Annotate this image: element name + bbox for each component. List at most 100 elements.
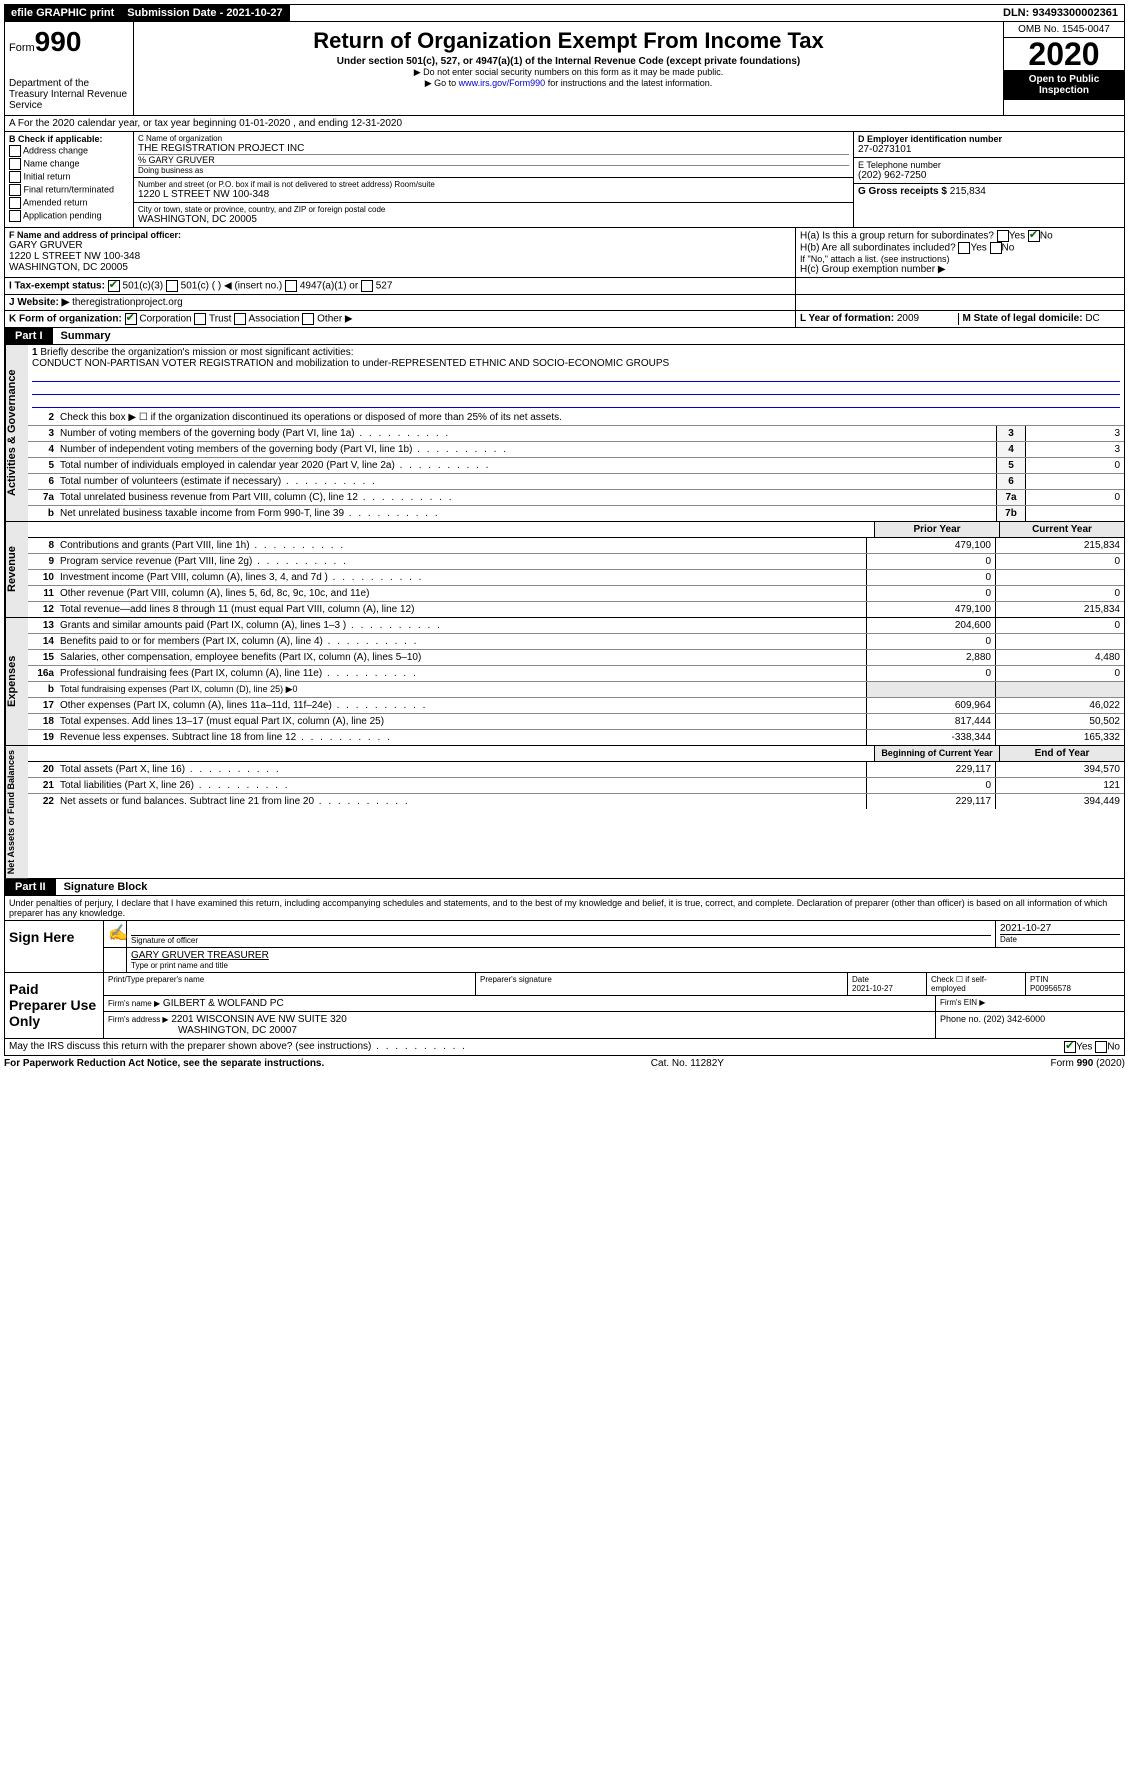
sign-here-label: Sign Here — [5, 921, 104, 972]
line16b: Total fundraising expenses (Part IX, col… — [56, 682, 866, 697]
c17: 46,022 — [995, 698, 1124, 713]
officer-addr1: 1220 L STREET NW 100-348 — [9, 251, 791, 262]
dln: DLN: 93493300002361 — [997, 5, 1124, 21]
line13: Grants and similar amounts paid (Part IX… — [56, 618, 866, 633]
h-a: H(a) Is this a group return for subordin… — [800, 230, 1120, 242]
firm-address: 2201 WISCONSIN AVE NW SUITE 320 — [171, 1014, 346, 1025]
row-i: I Tax-exempt status: 501(c)(3) 501(c) ( … — [4, 278, 1125, 295]
net-assets-section: Net Assets or Fund Balances Beginning of… — [4, 746, 1125, 879]
p12: 479,100 — [866, 602, 995, 617]
chk-527[interactable] — [361, 280, 373, 292]
form-title: Return of Organization Exempt From Incom… — [138, 28, 999, 54]
val3: 3 — [1025, 426, 1124, 441]
irs-link[interactable]: www.irs.gov/Form990 — [459, 78, 546, 88]
discuss-row: May the IRS discuss this return with the… — [4, 1039, 1125, 1056]
prep-name-hdr: Print/Type preparer's name — [104, 973, 476, 995]
signer-name-label: Type or print name and title — [131, 961, 1120, 970]
val7b — [1025, 506, 1124, 521]
line11: Other revenue (Part VIII, column (A), li… — [56, 586, 866, 601]
p19: -338,344 — [866, 730, 995, 745]
chk-other[interactable] — [302, 313, 314, 325]
chk-assoc[interactable] — [234, 313, 246, 325]
chk-4947[interactable] — [285, 280, 297, 292]
state-domicile: DC — [1085, 313, 1099, 324]
phone-label: E Telephone number — [858, 160, 1120, 170]
p18: 817,444 — [866, 714, 995, 729]
paid-preparer-label: Paid Preparer Use Only — [5, 973, 104, 1038]
c15: 4,480 — [995, 650, 1124, 665]
signature-block: Sign Here ✍ Signature of officer 2021-10… — [4, 921, 1125, 1039]
end-year-hdr: End of Year — [999, 746, 1124, 761]
p17: 609,964 — [866, 698, 995, 713]
gross-receipts: G Gross receipts $ 215,834 — [854, 184, 1124, 199]
subtitle-2: ▶ Do not enter social security numbers o… — [138, 67, 999, 78]
line5: Total number of individuals employed in … — [56, 458, 996, 473]
net-assets-label: Net Assets or Fund Balances — [5, 746, 28, 878]
discuss-no[interactable] — [1095, 1041, 1107, 1053]
line8: Contributions and grants (Part VIII, lin… — [56, 538, 866, 553]
p8: 479,100 — [866, 538, 995, 553]
current-year-hdr: Current Year — [999, 522, 1124, 537]
line20: Total assets (Part X, line 16) — [56, 762, 866, 777]
p9: 0 — [866, 554, 995, 569]
website-label: J Website: ▶ — [9, 297, 69, 308]
c11: 0 — [995, 586, 1124, 601]
tax-status-label: I Tax-exempt status: — [9, 281, 105, 292]
val6 — [1025, 474, 1124, 489]
line17: Other expenses (Part IX, column (A), lin… — [56, 698, 866, 713]
line9: Program service revenue (Part VIII, line… — [56, 554, 866, 569]
prep-date-hdr: Date — [852, 975, 869, 984]
penalties-text: Under penalties of perjury, I declare th… — [4, 896, 1125, 921]
ptin-label: PTIN — [1030, 975, 1048, 984]
discuss-text: May the IRS discuss this return with the… — [9, 1041, 1064, 1053]
revenue-section: Revenue Prior YearCurrent Year 8Contribu… — [4, 522, 1125, 618]
ptin-value: P00956578 — [1030, 984, 1071, 993]
chk-trust[interactable] — [194, 313, 206, 325]
row-a: A For the 2020 calendar year, or tax yea… — [4, 116, 1125, 132]
line21: Total liabilities (Part X, line 26) — [56, 778, 866, 793]
chk-amended[interactable]: Amended return — [9, 197, 129, 209]
line15: Salaries, other compensation, employee b… — [56, 650, 866, 665]
p16a: 0 — [866, 666, 995, 681]
chk-501c[interactable] — [166, 280, 178, 292]
year-formation: 2009 — [897, 313, 919, 324]
submission-date: Submission Date - 2021-10-27 — [121, 5, 289, 21]
c20: 394,570 — [995, 762, 1124, 777]
signer-name: GARY GRUVER TREASURER — [131, 950, 1120, 961]
chk-501c3[interactable] — [108, 280, 120, 292]
chk-final[interactable]: Final return/terminated — [9, 184, 129, 196]
row-j: J Website: ▶ theregistrationproject.org — [4, 295, 1125, 311]
chk-initial[interactable]: Initial return — [9, 171, 129, 183]
chk-name[interactable]: Name change — [9, 158, 129, 170]
line12: Total revenue—add lines 8 through 11 (mu… — [56, 602, 866, 617]
c16a: 0 — [995, 666, 1124, 681]
p11: 0 — [866, 586, 995, 601]
chk-pending[interactable]: Application pending — [9, 210, 129, 222]
line14: Benefits paid to or for members (Part IX… — [56, 634, 866, 649]
box-b: B Check if applicable: Address change Na… — [5, 132, 134, 227]
h-b: H(b) Are all subordinates included? Yes … — [800, 242, 1120, 254]
street-address: 1220 L STREET NW 100-348 — [138, 189, 849, 200]
chk-address[interactable]: Address change — [9, 145, 129, 157]
form-header: Form990 Department of the Treasury Inter… — [4, 22, 1125, 116]
self-emp-chk[interactable]: Check ☐ if self-employed — [927, 973, 1026, 995]
h-c: H(c) Group exemption number ▶ — [800, 264, 1120, 275]
paperwork-notice: For Paperwork Reduction Act Notice, see … — [4, 1058, 324, 1069]
val5: 0 — [1025, 458, 1124, 473]
phone-value: (202) 962-7250 — [858, 170, 1120, 181]
revenue-label: Revenue — [5, 522, 28, 617]
sig-officer-label: Signature of officer — [131, 935, 991, 945]
line19: Revenue less expenses. Subtract line 18 … — [56, 730, 866, 745]
tax-year: 2020 — [1004, 38, 1124, 70]
part1-title: Summary — [53, 328, 119, 344]
box-defg: D Employer identification number 27-0273… — [853, 132, 1124, 227]
discuss-yes[interactable] — [1064, 1041, 1076, 1053]
chk-corp[interactable] — [125, 313, 137, 325]
c8: 215,834 — [995, 538, 1124, 553]
efile-label[interactable]: efile GRAPHIC print — [5, 5, 121, 21]
sign-date: 2021-10-27 — [1000, 923, 1120, 934]
prep-sig-hdr: Preparer's signature — [476, 973, 848, 995]
cat-no: Cat. No. 11282Y — [324, 1058, 1050, 1069]
p21: 0 — [866, 778, 995, 793]
part2-tab: Part II — [5, 879, 56, 895]
